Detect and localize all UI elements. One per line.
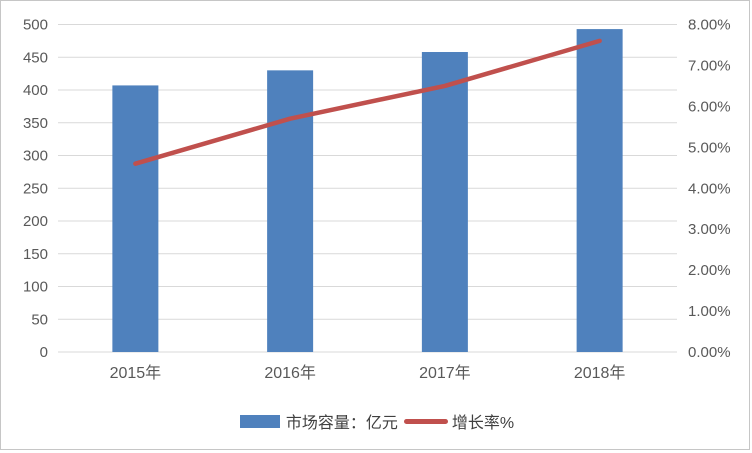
y-axis-right-tick-label: 5.00% (688, 139, 731, 156)
y-axis-left-tick-label: 350 (23, 115, 48, 132)
bar-2015年 (112, 85, 159, 352)
y-axis-left-tick-label: 300 (23, 148, 48, 165)
y-axis-right-tick-label: 7.00% (688, 57, 731, 74)
bar-series-swatch-icon (239, 414, 280, 428)
line-series-swatch-icon (403, 418, 448, 424)
y-axis-right-tick-label: 6.00% (688, 98, 731, 115)
y-axis-left-tick-label: 0 (40, 344, 48, 361)
legend-label-market-capacity: 市场容量：亿元 (285, 415, 398, 432)
legend-item-market-capacity: 市场容量：亿元 (239, 409, 398, 433)
y-axis-left-tick-label: 400 (23, 82, 48, 99)
y-axis-left-tick-label: 50 (31, 311, 48, 328)
y-axis-left-tick-label: 450 (23, 49, 48, 66)
x-axis-label: 2017年 (419, 364, 471, 382)
y-axis-left-tick-label: 100 (23, 279, 48, 296)
y-axis-left-tick-label: 500 (23, 17, 48, 34)
legend-label-growth-rate: 增长率% (451, 415, 515, 432)
y-axis-right-tick-label: 0.00% (688, 344, 731, 361)
y-axis-left-tick-label: 250 (23, 180, 48, 197)
x-axis-label: 2015年 (110, 364, 162, 382)
y-axis-right-tick-label: 3.00% (688, 221, 731, 238)
y-axis-right-tick-label: 2.00% (688, 262, 731, 279)
bar-2016年 (267, 70, 314, 352)
bar-2017年 (421, 52, 468, 352)
y-axis-right-tick-label: 8.00% (688, 17, 731, 34)
legend-item-growth-rate: 增长率% (403, 409, 515, 433)
x-axis-label: 2018年 (574, 364, 626, 382)
y-axis-left-tick-label: 150 (23, 246, 48, 263)
growth-rate-line (133, 38, 602, 166)
chart-legend: 市场容量：亿元 增长率% (1, 404, 752, 438)
y-axis-left-tick-label: 200 (23, 213, 48, 230)
x-axis-label: 2016年 (264, 364, 316, 382)
y-axis-right-tick-label: 4.00% (688, 180, 731, 197)
y-axis-right-tick-label: 1.00% (688, 303, 731, 320)
bar-2018年 (576, 29, 623, 353)
